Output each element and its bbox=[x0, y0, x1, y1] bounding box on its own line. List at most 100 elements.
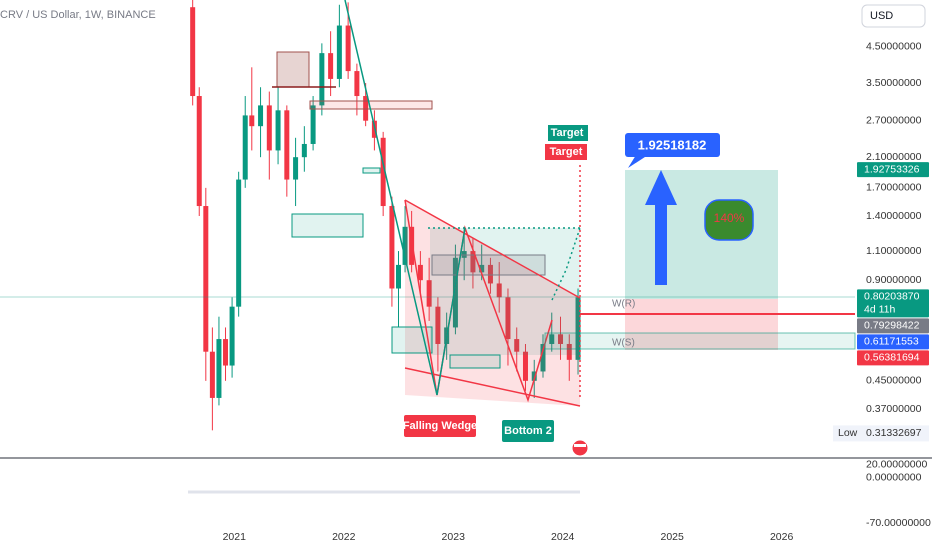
candle-body bbox=[336, 25, 342, 79]
price-label-text: 0.80203870 bbox=[864, 291, 920, 303]
candle-body bbox=[549, 334, 555, 344]
candle-body bbox=[389, 206, 395, 289]
low-label bbox=[833, 425, 929, 442]
candle-body bbox=[479, 264, 485, 273]
candle-body bbox=[190, 7, 196, 97]
candle-body bbox=[345, 25, 351, 72]
price-label-text: 0.61171553 bbox=[864, 336, 919, 348]
candle-body bbox=[203, 206, 209, 352]
gain-text: 140% bbox=[714, 211, 745, 225]
candle-body bbox=[426, 280, 432, 307]
candle-body bbox=[216, 339, 222, 398]
candle-body bbox=[293, 157, 299, 180]
bottom-label bbox=[502, 420, 554, 442]
pattern-label bbox=[404, 415, 476, 437]
wedge-line bbox=[404, 199, 581, 299]
profit-zone bbox=[625, 170, 778, 299]
resistance-text: W(R) bbox=[612, 299, 635, 310]
dotted-line bbox=[551, 227, 581, 301]
zone bbox=[449, 354, 501, 369]
candle-body bbox=[196, 96, 202, 207]
projection-text: 1.92518182 bbox=[638, 137, 707, 152]
candle-body bbox=[275, 110, 281, 151]
candle-body bbox=[258, 105, 264, 127]
arrow bbox=[645, 170, 677, 285]
y-tick-label: 0.45000000 bbox=[866, 375, 922, 387]
candle-body bbox=[461, 251, 467, 258]
candle-body bbox=[363, 96, 369, 121]
y-tick-label: 2.70000000 bbox=[866, 114, 922, 126]
price-label bbox=[857, 318, 929, 334]
candle-body bbox=[514, 339, 520, 352]
zone bbox=[362, 167, 381, 174]
candle-body bbox=[236, 179, 242, 307]
price-label bbox=[857, 350, 929, 366]
y-tick-label: 0.90000000 bbox=[866, 274, 922, 286]
pane-tick-label: 0.00000000 bbox=[866, 471, 922, 483]
candle-body bbox=[402, 226, 408, 265]
candle-body bbox=[310, 105, 316, 144]
gain-badge bbox=[704, 199, 754, 241]
y-tick-label: 1.10000000 bbox=[866, 245, 922, 257]
callout bbox=[625, 133, 720, 157]
candle-body bbox=[328, 53, 334, 79]
x-tick-label: 2023 bbox=[442, 531, 466, 543]
currency-button[interactable] bbox=[861, 4, 926, 28]
zone bbox=[431, 254, 546, 276]
callout-pointer bbox=[628, 155, 648, 168]
candle-body bbox=[380, 137, 386, 207]
y-tick-label: 1.40000000 bbox=[866, 210, 922, 222]
price-label bbox=[857, 334, 929, 350]
zone bbox=[309, 100, 433, 110]
x-tick-label: 2026 bbox=[770, 531, 794, 543]
target-flag bbox=[548, 125, 588, 141]
price-label-text: 1.92753326 bbox=[864, 163, 920, 175]
loss-zone bbox=[625, 299, 778, 350]
currency[interactable]: USD bbox=[870, 10, 893, 22]
y-tick-label: 4.50000000 bbox=[866, 40, 922, 52]
zone bbox=[276, 51, 310, 88]
candle-body bbox=[242, 115, 248, 180]
zone bbox=[291, 213, 364, 238]
price-label-sub: 4d 11h bbox=[864, 304, 895, 316]
candle-body bbox=[409, 226, 415, 265]
chart-title: CRV / US Dollar, 1W, BINANCE bbox=[0, 9, 156, 21]
candle-body bbox=[266, 105, 272, 151]
x-tick-label: 2022 bbox=[332, 531, 356, 543]
candle-body bbox=[395, 264, 401, 289]
y-tick-label: 0.37000000 bbox=[866, 403, 922, 415]
target-text: Target bbox=[550, 146, 583, 158]
price-label-text: 0.56381694 bbox=[864, 352, 920, 364]
candle-body bbox=[223, 339, 229, 366]
pane-tick-label: 20.00000000 bbox=[866, 458, 927, 470]
candle-body bbox=[435, 306, 441, 344]
zone bbox=[391, 326, 433, 354]
candle-body bbox=[229, 306, 235, 366]
low-label-text: Low bbox=[838, 427, 858, 439]
candle-body bbox=[575, 297, 581, 360]
candle-body bbox=[558, 334, 564, 344]
support-text: W(S) bbox=[612, 338, 635, 349]
candle-body bbox=[284, 110, 290, 180]
candle-body bbox=[531, 371, 537, 381]
candle-body bbox=[566, 343, 572, 360]
candle-body bbox=[417, 264, 423, 281]
candle-body bbox=[470, 251, 476, 273]
candle-body bbox=[522, 351, 528, 381]
support-zone bbox=[544, 332, 856, 350]
y-tick-label: 2.10000000 bbox=[866, 151, 922, 163]
x-tick-label: 2025 bbox=[660, 531, 684, 543]
x-tick-label: 2024 bbox=[551, 531, 575, 543]
target-text: Target bbox=[551, 127, 584, 139]
candle-body bbox=[209, 351, 215, 398]
trend-line bbox=[344, 0, 466, 396]
price-label bbox=[857, 289, 929, 318]
pattern-text: Falling Wedge bbox=[403, 420, 477, 432]
candle-body bbox=[354, 71, 360, 97]
pane-tick-label: -70.00000000 bbox=[866, 517, 931, 529]
candle-body bbox=[301, 143, 307, 158]
event-icon bbox=[571, 439, 589, 457]
candle-body bbox=[496, 283, 502, 298]
